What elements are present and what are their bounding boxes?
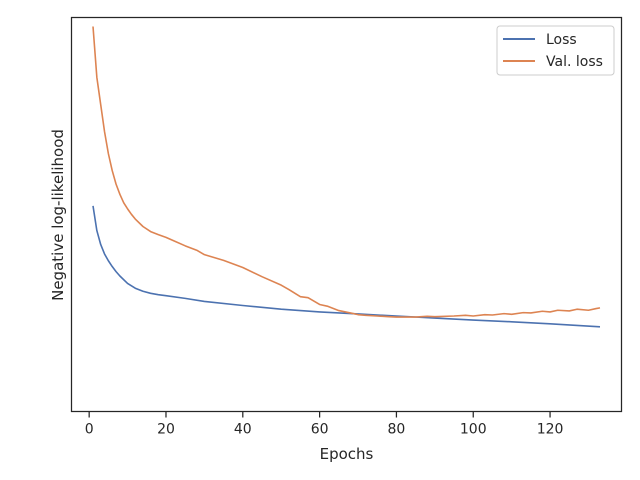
plot-frame xyxy=(70,16,623,413)
x-tick-label: 100 xyxy=(460,422,487,438)
series-line-loss xyxy=(92,205,601,328)
x-tick-label: 120 xyxy=(537,422,564,438)
x-tick-label: 0 xyxy=(85,422,94,438)
legend-label-val-loss: Val. loss xyxy=(546,54,603,70)
legend-label-loss: Loss xyxy=(546,32,577,48)
x-axis-label: Epochs xyxy=(320,445,374,463)
series-line-val-loss xyxy=(92,26,601,318)
legend: Loss Val. loss xyxy=(496,25,615,76)
x-tick-label: 60 xyxy=(311,422,329,438)
y-axis-label: Negative log-likelihood xyxy=(49,129,67,301)
x-axis-ticks: 0 20 40 60 80 100 120 xyxy=(85,411,564,438)
x-tick-label: 20 xyxy=(157,422,175,438)
series-layer xyxy=(92,26,601,328)
x-tick-label: 40 xyxy=(234,422,252,438)
x-tick-label: 80 xyxy=(388,422,406,438)
